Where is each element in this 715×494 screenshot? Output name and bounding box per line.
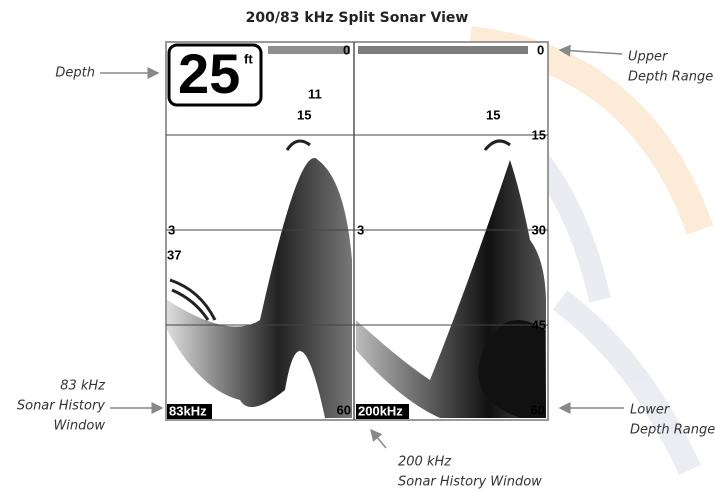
callout-text: Upper (628, 50, 669, 65)
fish-depth: 37 (167, 247, 181, 262)
lower-range: 60 (531, 402, 545, 417)
frequency-label: 200kHz (358, 403, 403, 418)
callout-text: 83 kHz (60, 379, 106, 394)
callout-text: Sonar History (17, 399, 105, 414)
depth-scale: 15 (532, 127, 546, 142)
fish-depth: 3 (168, 222, 175, 237)
depth-scale: 45 (532, 317, 546, 332)
callout-text: Lower (630, 403, 671, 418)
callout-text: 200 kHz (398, 455, 452, 470)
callout-text: Depth (55, 66, 95, 81)
callout-text: Sonar History Window (398, 475, 542, 490)
fish-depth: 11 (308, 86, 322, 101)
depth-scale: 30 (532, 222, 546, 237)
title: 200/83 kHz Split Sonar View (246, 10, 469, 26)
depth-value: 25 (178, 42, 240, 105)
diagram: 200/83 kHz Split Sonar View 25 ft 0 11 1… (0, 0, 715, 494)
fish-depth: 3 (357, 222, 364, 237)
upper-range: 0 (343, 42, 350, 57)
callout-text: Depth Range (628, 70, 713, 85)
lower-range: 60 (337, 402, 351, 417)
upper-range: 0 (537, 42, 544, 57)
callout-text: Depth Range (630, 423, 715, 438)
callout-text: Window (53, 419, 105, 434)
frequency-label: 83kHz (169, 403, 207, 418)
depth-unit: ft (244, 51, 253, 66)
fish-depth: 15 (486, 107, 500, 122)
fish-depth: 15 (297, 107, 311, 122)
sonar-screen: 25 ft 0 11 15 3 37 83kHz 60 0 15 3 15 30… (166, 42, 548, 420)
